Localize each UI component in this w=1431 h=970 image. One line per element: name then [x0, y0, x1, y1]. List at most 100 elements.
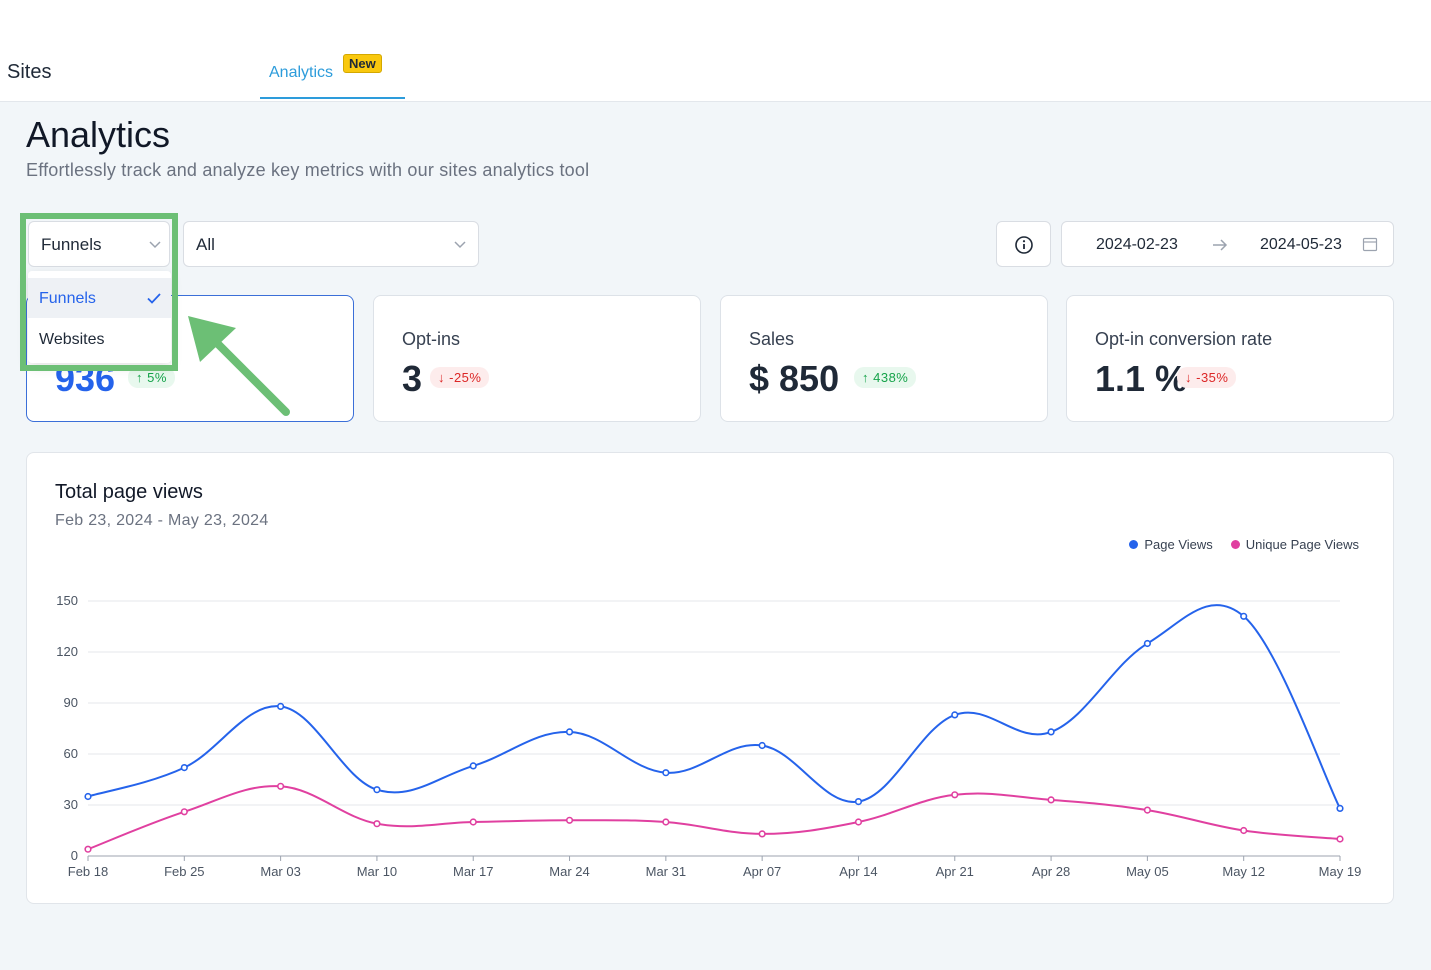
- metric-value: 1.1 %: [1095, 358, 1188, 399]
- data-point: [1047, 796, 1055, 804]
- chart-legend: Page Views Unique Page Views: [1129, 537, 1359, 552]
- metric-label: Opt-ins: [402, 329, 461, 349]
- chart-title: Total page views: [55, 481, 203, 503]
- metric-card-opt-ins[interactable]: Opt-ins 3 ↓ -25%: [373, 295, 701, 422]
- data-point: [373, 786, 381, 794]
- x-tick-label: May 12: [1222, 864, 1265, 879]
- dropdown-option-funnels[interactable]: Funnels: [28, 278, 171, 318]
- data-point: [180, 764, 188, 772]
- metric-value: 3: [402, 358, 423, 399]
- data-point: [758, 830, 766, 838]
- line-chart: 0 30 60 90 120 150 Feb 18 Feb 25 Mar 03 Mar 10 Mar…: [56, 593, 1362, 879]
- metric-value: 936: [55, 358, 116, 399]
- data-point: [565, 816, 574, 824]
- type-select[interactable]: Funnels: [28, 221, 170, 267]
- legend-label: Page Views: [1144, 537, 1213, 552]
- scope-select-value: All: [196, 235, 215, 254]
- series-line-page-views: [87, 604, 1341, 809]
- x-tick-label: Mar 24: [549, 864, 589, 879]
- x-tick-label: May 05: [1126, 864, 1169, 879]
- date-range-picker[interactable]: 2024-02-23 2024-05-23: [1061, 221, 1394, 267]
- metric-change-badge: ↓ -25%: [430, 367, 490, 388]
- legend-dot: [1230, 540, 1240, 549]
- data-point: [1240, 612, 1248, 620]
- page-views-chart-card: Total page views Feb 23, 2024 - May 23, …: [26, 452, 1394, 904]
- data-point: [84, 792, 92, 801]
- dropdown-option-label: Websites: [39, 331, 105, 348]
- data-point: [180, 808, 188, 816]
- chart-subtitle: Feb 23, 2024 - May 23, 2024: [55, 512, 269, 529]
- x-tick-label: Feb 25: [164, 864, 204, 879]
- data-point: [277, 702, 285, 710]
- x-tick-label: Apr 07: [743, 864, 781, 879]
- data-point: [951, 791, 959, 799]
- data-point: [1336, 804, 1344, 813]
- x-tick-label: Apr 28: [1032, 864, 1070, 879]
- metric-change-badge: ↓ -35%: [1177, 367, 1237, 388]
- calendar-icon: [1362, 237, 1378, 252]
- x-tick-label: May 19: [1319, 864, 1362, 879]
- metric-label: Sales: [749, 329, 795, 349]
- brand-title: Sites: [7, 61, 52, 83]
- metric-label: Opt-in conversion rate: [1095, 329, 1273, 349]
- legend-dot: [1129, 540, 1139, 549]
- data-point: [854, 798, 863, 806]
- data-point: [373, 820, 381, 828]
- x-tick-label: Mar 31: [646, 864, 686, 879]
- data-point: [662, 818, 670, 826]
- tab-analytics[interactable]: Analytics New: [260, 40, 405, 99]
- type-select-value: Funnels: [41, 235, 102, 254]
- chevron-down-icon: [454, 241, 466, 249]
- y-tick-label: 90: [64, 695, 78, 710]
- metric-card-conversion-rate[interactable]: Opt-in conversion rate 1.1 % ↓ -35%: [1066, 295, 1394, 422]
- chevron-down-icon: [149, 241, 161, 249]
- data-point: [469, 762, 477, 770]
- series-line-unique-page-views: [87, 785, 1341, 851]
- scope-select[interactable]: All: [183, 221, 479, 267]
- x-tick-label: Mar 10: [357, 864, 397, 879]
- data-point: [758, 741, 766, 750]
- metric-card-page-views[interactable]: 936 ↑ 5%: [26, 295, 354, 422]
- date-end[interactable]: 2024-05-23: [1260, 236, 1342, 253]
- highlight-box: [20, 213, 178, 371]
- type-dropdown-menu: Funnels Websites: [28, 271, 171, 363]
- check-icon: [147, 293, 161, 304]
- metric-change-badge: ↑ 438%: [854, 367, 917, 388]
- y-tick-label: 60: [64, 746, 78, 761]
- data-point: [662, 769, 670, 777]
- metric-value: $ 850: [749, 358, 840, 399]
- tab-analytics-label: Analytics: [269, 64, 334, 81]
- x-tick-label: Apr 21: [936, 864, 974, 879]
- y-tick-label: 120: [56, 644, 78, 659]
- legend-item-unique-page-views[interactable]: Unique Page Views: [1230, 537, 1359, 552]
- data-point: [951, 711, 959, 719]
- page-subtitle: Effortlessly track and analyze key metri…: [26, 160, 590, 180]
- legend-item-page-views[interactable]: Page Views: [1129, 537, 1213, 552]
- new-badge: New: [343, 54, 382, 73]
- data-point: [1143, 639, 1151, 648]
- x-tick-label: Mar 03: [260, 864, 300, 879]
- info-icon: [1015, 236, 1033, 254]
- data-point: [854, 818, 863, 826]
- data-point: [1240, 826, 1248, 835]
- data-point: [1143, 806, 1151, 814]
- pointer-arrow-icon: [188, 316, 290, 416]
- x-tick-label: Mar 17: [453, 864, 493, 879]
- info-button[interactable]: [996, 221, 1051, 267]
- page-title: Analytics: [26, 114, 171, 155]
- metric-card-sales[interactable]: Sales $ 850 ↑ 438%: [720, 295, 1048, 422]
- y-tick-label: 30: [64, 797, 78, 812]
- x-tick-label: Apr 14: [839, 864, 877, 879]
- x-tick-label: Feb 18: [68, 864, 108, 879]
- arrow-right-icon: [1213, 239, 1228, 251]
- data-point: [1336, 835, 1344, 843]
- data-point: [1047, 728, 1055, 736]
- top-bar: Sites Analytics New: [0, 0, 1431, 102]
- y-tick-label: 0: [71, 848, 78, 863]
- dropdown-option-websites[interactable]: Websites: [28, 319, 171, 359]
- y-tick-label: 150: [56, 593, 78, 608]
- date-start[interactable]: 2024-02-23: [1096, 236, 1178, 253]
- data-point: [469, 818, 477, 826]
- data-point: [84, 845, 92, 853]
- data-point: [277, 782, 285, 790]
